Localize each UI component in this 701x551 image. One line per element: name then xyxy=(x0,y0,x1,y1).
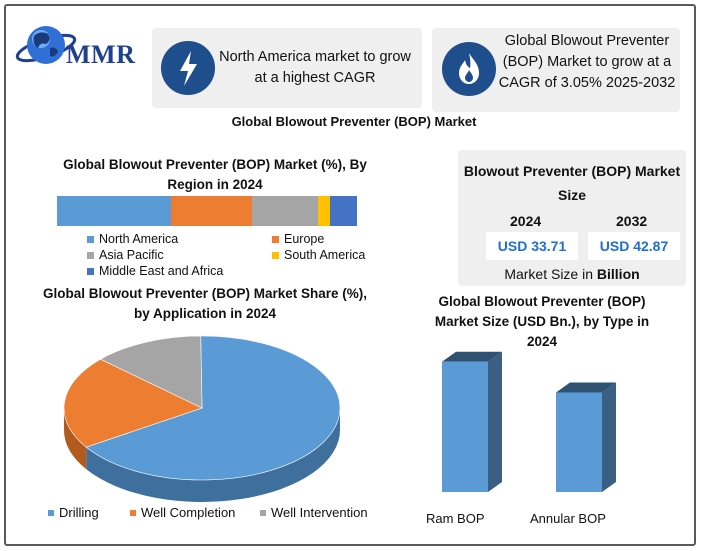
market-size-2032-value: USD 42.87 xyxy=(588,232,680,260)
logo-text: MMR xyxy=(66,40,136,69)
legend-swatch xyxy=(87,235,94,243)
bar-front xyxy=(556,392,602,492)
type-chart-title: Global Blowout Preventer (BOP) Market Si… xyxy=(434,294,650,349)
type-bar-chart xyxy=(442,351,616,492)
bar-ram-bop xyxy=(442,351,502,492)
mmr-logo: MMR xyxy=(14,18,144,74)
legend-item-drilling: Drilling xyxy=(48,505,99,520)
pie-side-well-completion xyxy=(64,408,87,470)
legend-swatch xyxy=(87,267,94,275)
globe-icon xyxy=(15,26,77,64)
pie-slice-well-completion xyxy=(63,358,203,448)
region-bar-segment-south-america xyxy=(318,196,330,226)
region-bar-segment-north-america xyxy=(57,196,171,226)
legend-label: South America xyxy=(284,248,366,262)
legend-label: Well Completion xyxy=(141,505,236,520)
year-2032-label: 2032 xyxy=(616,213,648,229)
legend-item-north-america: North America xyxy=(87,232,178,246)
region-stacked-bar-chart xyxy=(57,196,357,226)
unit-bold: Billion xyxy=(596,266,640,282)
legend-label: Well Intervention xyxy=(271,505,368,520)
bar-top xyxy=(442,351,502,362)
highlight-text: North America market to grow at a highes… xyxy=(219,49,411,86)
region-bar-segment-asia-pacific xyxy=(252,196,318,226)
application-chart-title: Global Blowout Preventer (BOP) Market Sh… xyxy=(42,286,368,321)
legend-label: North America xyxy=(99,232,179,246)
bar-side xyxy=(488,351,502,492)
legend-item-asia-pacific: Asia Pacific xyxy=(87,248,164,262)
legend-swatch xyxy=(130,509,136,516)
legend-item-well-intervention: Well Intervention xyxy=(260,505,368,520)
legend-swatch xyxy=(260,509,266,516)
market-size-title: Blowout Preventer (BOP) Market Size xyxy=(463,163,681,203)
application-legend: Drilling Well Completion Well Intervention xyxy=(48,505,388,525)
legend-label: Drilling xyxy=(59,505,99,520)
category-label-ram-bop: Ram BOP xyxy=(426,511,485,526)
lightning-icon xyxy=(161,41,215,95)
category-label-annular-bop: Annular BOP xyxy=(530,511,606,526)
highlight-card-cagr-global: Global Blowout Preventer (BOP) Market to… xyxy=(432,28,680,112)
legend-label: Europe xyxy=(284,232,325,246)
region-bar-segment-middle-east-and-africa xyxy=(330,196,357,226)
region-bar-segment-europe xyxy=(171,196,252,226)
year-2024-label: 2024 xyxy=(510,213,542,229)
market-size-2024-value: USD 33.71 xyxy=(486,232,578,260)
bar-top xyxy=(556,382,616,393)
highlight-text: Global Blowout Preventer (BOP) Market to… xyxy=(498,33,676,91)
legend-label: Middle East and Africa xyxy=(99,264,224,278)
bar-front xyxy=(442,361,488,492)
pie-slice-drilling xyxy=(85,335,341,481)
bar-side xyxy=(602,382,616,492)
legend-swatch xyxy=(272,235,279,243)
market-size-panel: Blowout Preventer (BOP) Market Size 2024… xyxy=(458,150,686,286)
legend-item-south-america: South America xyxy=(272,248,365,262)
market-size-unit: Market Size in Billion xyxy=(458,266,686,282)
main-title: Global Blowout Preventer (BOP) Market xyxy=(231,114,477,129)
legend-swatch xyxy=(48,509,54,516)
legend-label: Asia Pacific xyxy=(99,248,164,262)
pie-side-drilling xyxy=(86,408,340,502)
bar-annular-bop xyxy=(556,382,616,492)
pie-slice-well-intervention xyxy=(99,335,203,409)
region-chart-title: Global Blowout Preventer (BOP) Market (%… xyxy=(63,157,367,192)
legend-swatch xyxy=(272,251,279,259)
flame-icon xyxy=(442,42,496,96)
application-pie-chart xyxy=(63,335,341,502)
unit-prefix: Market Size in xyxy=(504,266,597,282)
highlight-card-cagr-region: North America market to grow at a highes… xyxy=(152,28,422,108)
legend-item-well-completion: Well Completion xyxy=(130,505,235,520)
region-legend: North America Europe Asia Pacific South Ame… xyxy=(87,232,387,282)
legend-item-middle-east-and-africa: Middle East and Africa xyxy=(87,264,223,278)
legend-item-europe: Europe xyxy=(272,232,324,246)
legend-swatch xyxy=(87,251,94,259)
